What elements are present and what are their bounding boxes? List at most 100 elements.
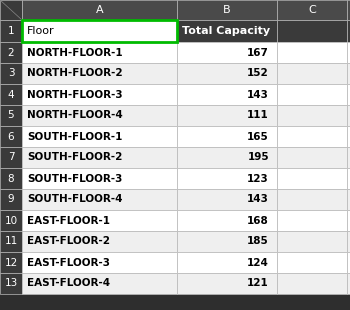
Bar: [22, 0, 177, 20]
Text: 111: 111: [247, 110, 269, 121]
Text: SOUTH-FLOOR-4: SOUTH-FLOOR-4: [27, 194, 122, 205]
Text: 152: 152: [247, 69, 269, 78]
Bar: [347, 231, 350, 252]
Bar: [177, 84, 277, 105]
Bar: [0, 0, 22, 20]
Bar: [22, 210, 177, 231]
Bar: [347, 84, 350, 105]
Bar: [22, 42, 177, 63]
Bar: [22, 126, 177, 147]
Bar: [0, 42, 22, 63]
Bar: [277, 42, 347, 63]
Bar: [22, 84, 177, 105]
Bar: [177, 273, 277, 294]
Text: EAST-FLOOR-3: EAST-FLOOR-3: [27, 258, 110, 268]
Bar: [277, 63, 347, 84]
Bar: [347, 105, 350, 126]
Bar: [277, 147, 347, 168]
Text: NORTH-FLOOR-2: NORTH-FLOOR-2: [27, 69, 122, 78]
Bar: [0, 273, 22, 294]
Bar: [22, 273, 177, 294]
Bar: [277, 168, 347, 189]
Bar: [277, 189, 347, 210]
Bar: [347, 189, 350, 210]
Bar: [347, 42, 350, 63]
Bar: [347, 147, 350, 168]
Bar: [277, 105, 347, 126]
Text: EAST-FLOOR-1: EAST-FLOOR-1: [27, 215, 110, 225]
Text: 7: 7: [8, 153, 14, 162]
Text: Total Capacity: Total Capacity: [182, 26, 270, 36]
Text: 10: 10: [5, 215, 18, 225]
Text: NORTH-FLOOR-1: NORTH-FLOOR-1: [27, 47, 122, 57]
Text: 185: 185: [247, 237, 269, 246]
Bar: [347, 252, 350, 273]
Bar: [277, 84, 347, 105]
Bar: [177, 63, 277, 84]
Bar: [177, 231, 277, 252]
Text: NORTH-FLOOR-3: NORTH-FLOOR-3: [27, 90, 122, 100]
Bar: [177, 42, 277, 63]
Text: 5: 5: [8, 110, 14, 121]
Bar: [177, 20, 277, 42]
Text: 143: 143: [247, 194, 269, 205]
Text: SOUTH-FLOOR-1: SOUTH-FLOOR-1: [27, 131, 122, 141]
Text: EAST-FLOOR-2: EAST-FLOOR-2: [27, 237, 110, 246]
Bar: [0, 231, 22, 252]
Text: 1: 1: [8, 26, 14, 36]
Bar: [177, 126, 277, 147]
Bar: [177, 105, 277, 126]
Text: 8: 8: [8, 174, 14, 184]
Text: 195: 195: [247, 153, 269, 162]
Bar: [22, 168, 177, 189]
Bar: [0, 147, 22, 168]
Bar: [0, 63, 22, 84]
Bar: [0, 84, 22, 105]
Text: 165: 165: [247, 131, 269, 141]
Bar: [22, 147, 177, 168]
Bar: [177, 0, 277, 20]
Text: 143: 143: [247, 90, 269, 100]
Text: 4: 4: [8, 90, 14, 100]
Bar: [277, 231, 347, 252]
Bar: [277, 0, 347, 20]
Text: 123: 123: [247, 174, 269, 184]
Text: NORTH-FLOOR-4: NORTH-FLOOR-4: [27, 110, 123, 121]
Bar: [277, 252, 347, 273]
Text: EAST-FLOOR-4: EAST-FLOOR-4: [27, 278, 110, 289]
Bar: [177, 189, 277, 210]
Bar: [0, 126, 22, 147]
Text: 9: 9: [8, 194, 14, 205]
Text: 12: 12: [4, 258, 18, 268]
Bar: [0, 252, 22, 273]
Text: SOUTH-FLOOR-3: SOUTH-FLOOR-3: [27, 174, 122, 184]
Text: 3: 3: [8, 69, 14, 78]
Text: 11: 11: [4, 237, 18, 246]
Bar: [22, 231, 177, 252]
Bar: [22, 189, 177, 210]
Bar: [347, 63, 350, 84]
Bar: [0, 168, 22, 189]
Text: A: A: [96, 5, 103, 15]
Bar: [0, 210, 22, 231]
Text: C: C: [308, 5, 316, 15]
Bar: [347, 273, 350, 294]
Bar: [277, 20, 347, 42]
Bar: [0, 189, 22, 210]
Bar: [177, 147, 277, 168]
Bar: [347, 168, 350, 189]
Bar: [347, 126, 350, 147]
Bar: [22, 63, 177, 84]
Text: B: B: [223, 5, 231, 15]
Text: 168: 168: [247, 215, 269, 225]
Text: 13: 13: [4, 278, 18, 289]
Bar: [177, 168, 277, 189]
Bar: [0, 20, 22, 42]
Text: 121: 121: [247, 278, 269, 289]
Bar: [277, 273, 347, 294]
Text: 124: 124: [247, 258, 269, 268]
Bar: [177, 252, 277, 273]
Bar: [177, 210, 277, 231]
Text: 2: 2: [8, 47, 14, 57]
Bar: [22, 20, 177, 42]
